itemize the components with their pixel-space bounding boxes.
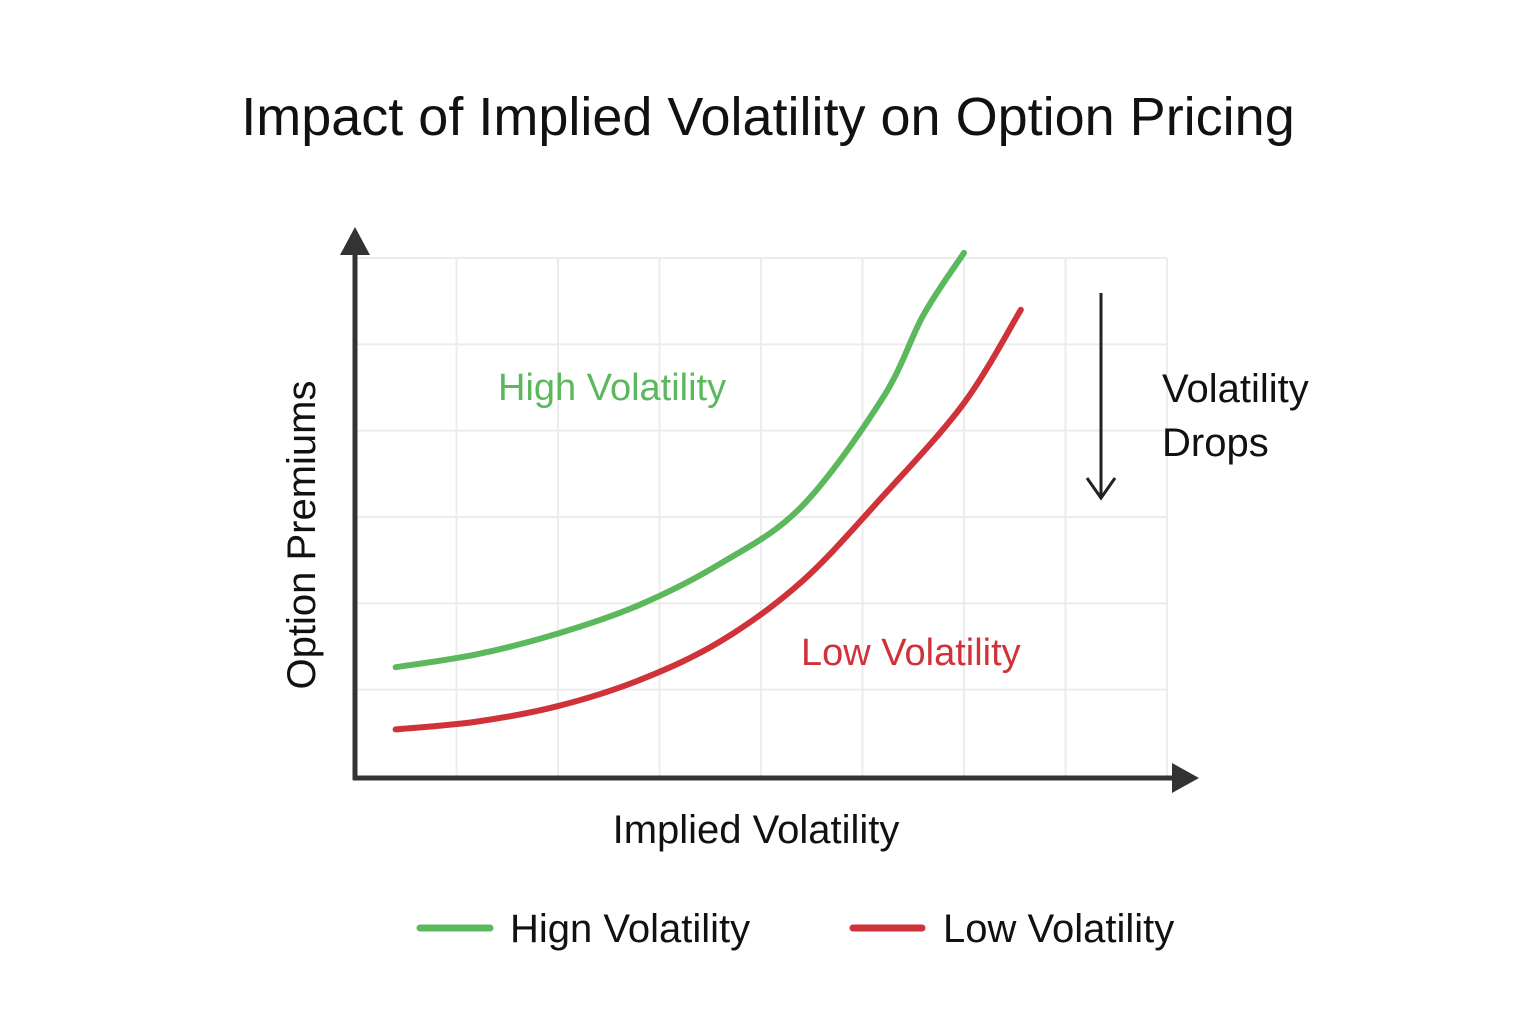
series-line-low-volatility [392, 306, 1024, 733]
legend-label-low-volatility: Low Volatility [943, 907, 1174, 951]
annotation-text-line1: Volatility [1162, 367, 1309, 411]
series-label-high-volatility: High Volatility [498, 367, 726, 409]
volatility-drops-arrowhead [1085, 477, 1117, 501]
legend-label-high-volatility: Hign Volatility [510, 907, 750, 951]
y-axis-arrowhead [340, 227, 370, 255]
series-line-high-volatility [392, 249, 967, 671]
series-label-low-volatility: Low Volatility [801, 632, 1021, 674]
grid [355, 257, 1168, 776]
x-axis-label: Implied Volatility [613, 808, 900, 852]
x-axis-arrowhead [1172, 763, 1199, 793]
chart-title: Impact of Implied Volatility on Option P… [241, 87, 1295, 147]
annotation-text-line2: Drops [1162, 421, 1269, 465]
y-axis-label: Option Premiums [280, 381, 324, 690]
